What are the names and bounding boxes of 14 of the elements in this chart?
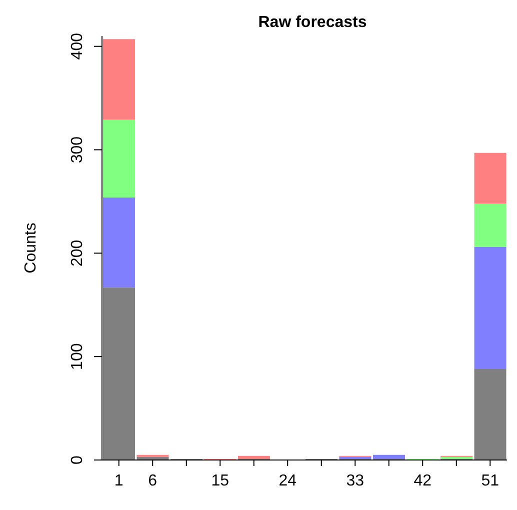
chart-title: Raw forecasts (257, 14, 368, 32)
x-tick-label: 6 (148, 472, 158, 490)
y-tick-label: 200 (69, 240, 86, 267)
y-tick-label: 100 (69, 343, 86, 370)
x-tick-label: 15 (211, 472, 230, 490)
y-tick-label: 400 (69, 32, 86, 60)
y-tick-label: 0 (69, 455, 86, 464)
x-tick-label: 42 (414, 472, 432, 490)
x-tick-label: 51 (481, 472, 500, 490)
x-tick-label: 24 (278, 472, 297, 490)
x-tick-label: 33 (346, 472, 364, 490)
y-axis-title: Counts (22, 222, 40, 274)
x-tick-label: 1 (114, 472, 124, 490)
y-tick-label: 300 (69, 136, 86, 164)
